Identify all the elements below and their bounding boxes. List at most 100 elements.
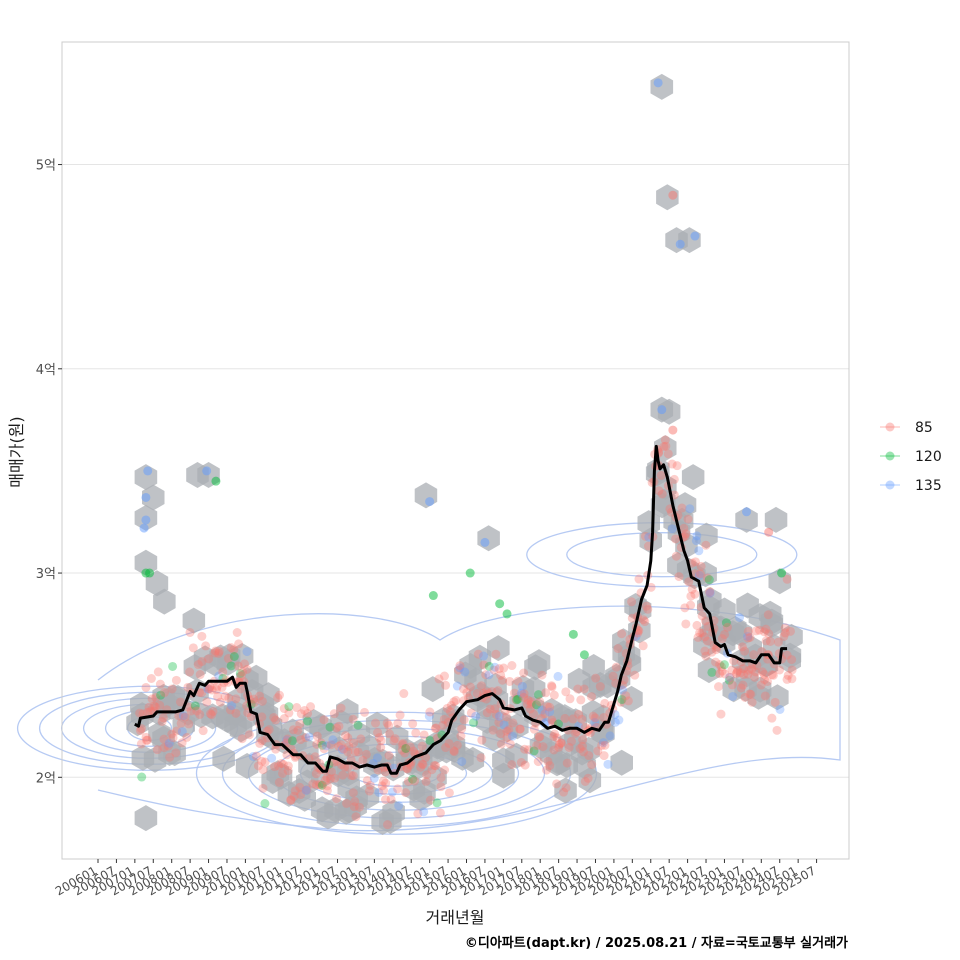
scatter-point [311, 769, 321, 779]
scatter-point [499, 663, 509, 673]
scatter-point [691, 536, 701, 546]
scatter-point [242, 647, 252, 657]
scatter-point [579, 684, 589, 694]
scatter-point [627, 597, 637, 607]
scatter-point [579, 747, 589, 757]
scatter-point [468, 718, 478, 728]
scatter-point [535, 697, 545, 707]
scatter-point [545, 707, 555, 717]
scatter-point [721, 618, 731, 628]
scatter-point [225, 705, 235, 715]
scatter-point [667, 459, 677, 469]
scatter-point [436, 773, 446, 783]
scatter-point [523, 745, 533, 755]
scatter-point [490, 704, 500, 714]
hexbin-cell [230, 643, 254, 669]
scatter-point [679, 523, 689, 533]
scatter-point [408, 719, 418, 729]
scatter-point [356, 734, 366, 744]
scatter-point [761, 624, 771, 634]
scatter-point [507, 760, 517, 770]
scatter-point [674, 572, 684, 582]
scatter-point [257, 696, 267, 706]
scatter-point [361, 749, 371, 759]
scatter-point [630, 670, 640, 680]
scatter-point [570, 728, 580, 738]
scatter-point [466, 708, 476, 718]
scatter-point [427, 765, 437, 775]
scatter-point [380, 767, 390, 777]
scatter-point [190, 701, 200, 711]
scatter-point [661, 441, 671, 451]
scatter-point [384, 751, 394, 761]
scatter-point [317, 740, 327, 750]
scatter-point [274, 761, 284, 771]
scatter-point [264, 725, 274, 735]
scatter-point [704, 575, 714, 585]
scatter-point [384, 721, 394, 731]
scatter-point [542, 702, 552, 712]
hexbin-cell [554, 777, 577, 804]
scatter-point [720, 669, 730, 679]
scatter-point [538, 742, 548, 752]
scatter-point [330, 773, 340, 783]
hexbin-cell [257, 682, 280, 709]
scatter-point [577, 714, 587, 724]
scatter-point [603, 759, 613, 769]
scatter-point [489, 665, 499, 675]
scatter-point [787, 674, 797, 684]
scatter-point [362, 776, 372, 786]
scatter-point [232, 628, 242, 638]
scatter-point [271, 744, 281, 754]
scatter-point [736, 683, 746, 693]
scatter-point [588, 711, 598, 721]
scatter-point [353, 747, 363, 757]
scatter-point [537, 705, 547, 715]
scatter-point [738, 680, 748, 690]
scatter-point [787, 655, 797, 665]
scatter-point [681, 619, 691, 629]
scatter-point [727, 665, 737, 675]
scatter-point [750, 672, 760, 682]
scatter-point [177, 738, 187, 748]
scatter-point [408, 774, 418, 784]
scatter-point [493, 686, 503, 696]
scatter-point [334, 721, 344, 731]
scatter-point [431, 761, 441, 771]
scatter-point [205, 709, 215, 719]
scatter-point [767, 670, 777, 680]
scatter-point [478, 651, 488, 661]
scatter-point [317, 780, 327, 790]
scatter-point [775, 704, 785, 714]
scatter-point [295, 719, 305, 729]
scatter-point [519, 668, 529, 678]
scatter-point [660, 435, 670, 445]
scatter-point [680, 603, 690, 613]
scatter-point [160, 688, 170, 698]
scatter-point [343, 733, 353, 743]
scatter-point [438, 720, 448, 730]
scatter-point [286, 795, 296, 805]
scatter-point [282, 735, 292, 745]
hexbin-cell [365, 711, 389, 738]
scatter-point [610, 717, 620, 727]
scatter-point [460, 667, 470, 677]
hexbin-cell [760, 611, 783, 638]
scatter-point [267, 753, 277, 763]
scatter-point [529, 724, 539, 734]
scatter-point [515, 724, 525, 734]
y-tick-label: 4억 [36, 363, 56, 378]
scatter-point [700, 616, 710, 626]
scatter-point [566, 736, 576, 746]
scatter-point [273, 693, 283, 703]
scatter-point [519, 692, 529, 702]
scatter-point [657, 489, 667, 499]
scatter-point [597, 740, 607, 750]
hexbin-cell [356, 783, 380, 809]
scatter-point [573, 684, 583, 694]
scatter-point [212, 681, 222, 691]
scatter-point [724, 675, 734, 685]
scatter-point [308, 779, 318, 789]
scatter-point [749, 650, 759, 660]
scatter-point [425, 795, 435, 805]
